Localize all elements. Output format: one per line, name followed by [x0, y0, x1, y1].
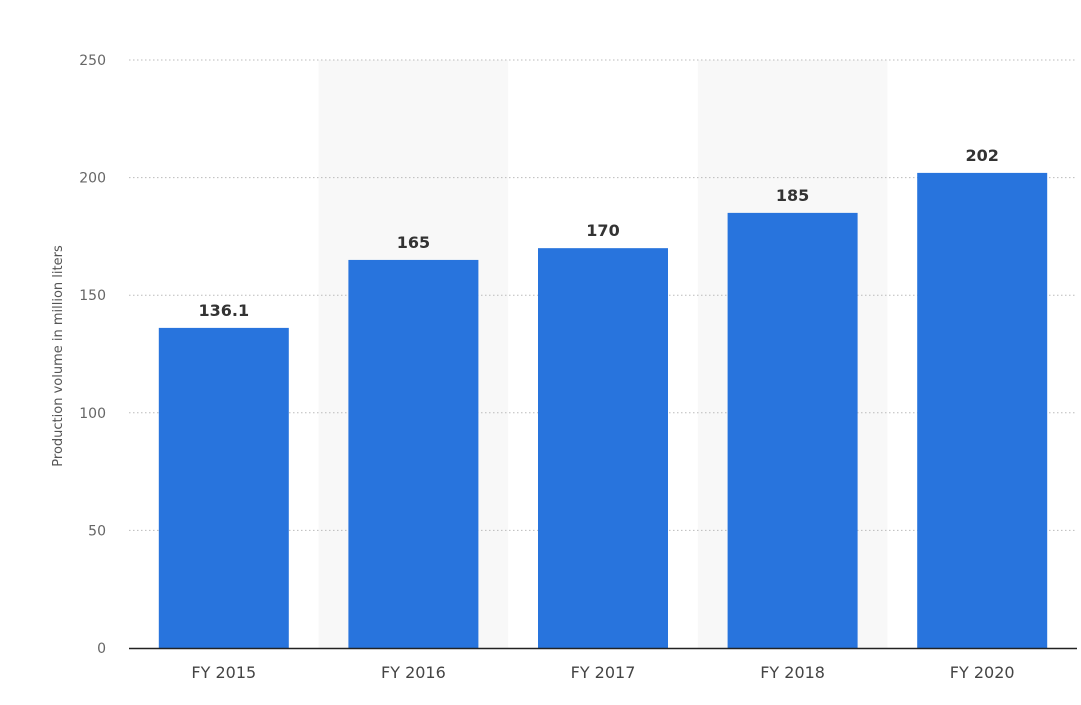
y-tick-label: 200	[79, 171, 106, 187]
value-labels: 136.1 165 170 185 202	[198, 146, 998, 320]
x-tick-label: FY 2018	[760, 663, 825, 682]
bars	[158, 172, 1048, 648]
bar-value-label: 185	[776, 186, 809, 205]
y-axis-ticks: 0 50 100 150 200 250	[79, 53, 106, 657]
y-tick-label: 50	[88, 523, 106, 539]
y-tick-label: 250	[79, 53, 106, 69]
bar	[727, 212, 858, 648]
bar-value-label: 136.1	[198, 301, 249, 320]
bar	[158, 327, 289, 648]
bar	[917, 172, 1048, 648]
x-tick-label: FY 2017	[571, 663, 636, 682]
bar-value-label: 170	[586, 221, 619, 240]
y-tick-label: 100	[79, 406, 106, 422]
bar	[348, 259, 479, 648]
x-tick-label: FY 2020	[950, 663, 1015, 682]
bar-value-label: 165	[397, 233, 430, 252]
x-tick-label: FY 2015	[191, 663, 256, 682]
y-tick-label: 0	[97, 641, 106, 657]
y-axis-title: Production volume in million liters	[51, 245, 66, 467]
bar-value-label: 202	[965, 146, 998, 165]
x-tick-label: FY 2016	[381, 663, 446, 682]
bar	[538, 248, 668, 648]
y-tick-label: 150	[79, 288, 106, 304]
x-axis-labels: FY 2015 FY 2016 FY 2017 FY 2018 FY 2020	[191, 663, 1014, 682]
